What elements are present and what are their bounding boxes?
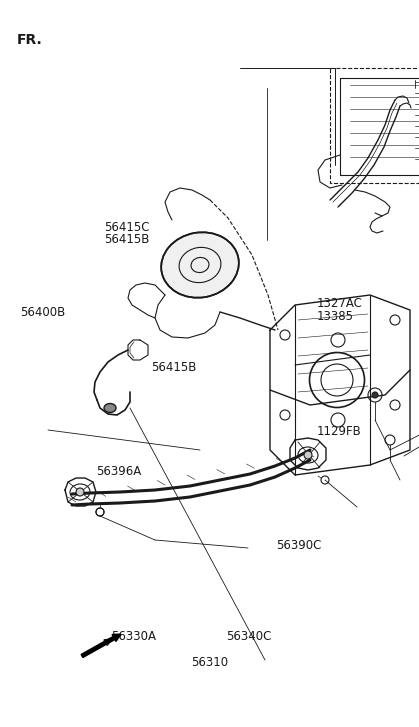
Text: FR.: FR.: [17, 33, 42, 47]
Text: 56330A: 56330A: [111, 630, 156, 643]
Bar: [330, 68, 419, 183]
Text: 1327AC: 1327AC: [316, 297, 362, 310]
Text: 56415B: 56415B: [104, 233, 149, 246]
Text: 56340C: 56340C: [226, 630, 272, 643]
Circle shape: [372, 392, 378, 398]
Ellipse shape: [161, 233, 239, 298]
Circle shape: [76, 488, 84, 496]
FancyArrow shape: [81, 634, 121, 657]
Text: 13385: 13385: [316, 310, 353, 323]
Text: 56415C: 56415C: [104, 221, 150, 234]
Text: 56415B: 56415B: [151, 361, 196, 374]
Text: 56390C: 56390C: [277, 539, 322, 552]
Circle shape: [304, 451, 312, 459]
Ellipse shape: [104, 403, 116, 412]
Text: 56400B: 56400B: [20, 306, 65, 319]
Text: 1129FB: 1129FB: [316, 425, 361, 438]
Text: 56310: 56310: [191, 656, 228, 669]
Text: 56396A: 56396A: [96, 465, 142, 478]
